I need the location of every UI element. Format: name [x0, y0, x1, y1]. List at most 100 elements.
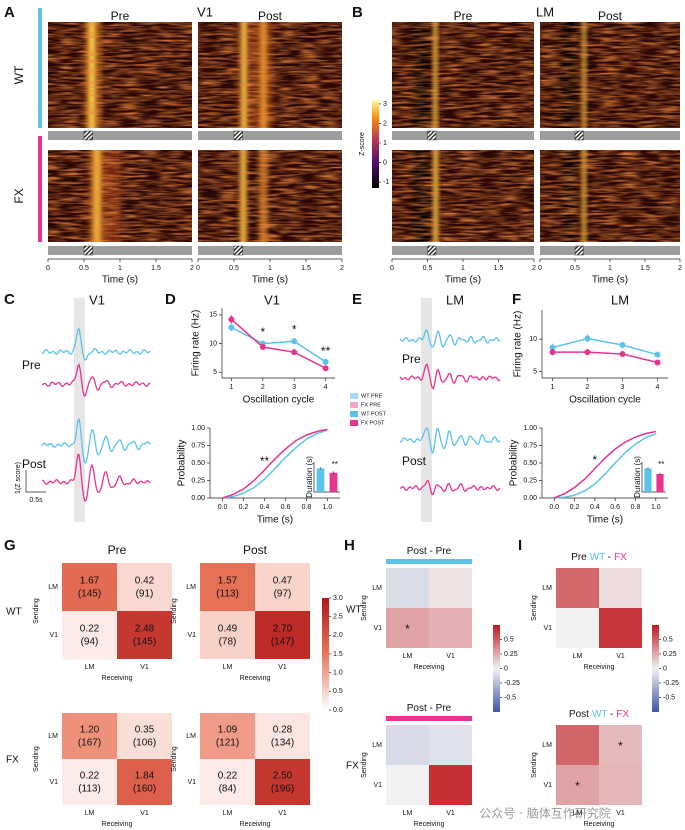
stimulus-bar [198, 246, 342, 255]
colorbar [372, 100, 379, 188]
panel-title: LM [611, 292, 629, 307]
column-title: Pre [454, 9, 473, 23]
x-tick-label: 1.5 [151, 265, 161, 272]
inset-label: Duration (s) [633, 456, 642, 498]
heatmap-cell [255, 713, 310, 759]
x-category: V1 [278, 664, 287, 671]
x-tick-label: 0.4 [590, 504, 600, 511]
cell-value: 0.47 [273, 576, 293, 587]
y-category: V1 [373, 625, 382, 632]
marker [228, 324, 235, 331]
matrix-title: Pre WT - FX [571, 552, 627, 563]
heatmap-cell [62, 611, 117, 659]
legend-swatch [350, 393, 358, 399]
title-part: FX [616, 709, 629, 720]
raster-noise [392, 22, 534, 128]
marker [259, 344, 266, 351]
x-tick-label: 0.5 [79, 265, 89, 272]
x-tick-label: 0.6 [281, 504, 291, 511]
y-axis-label: Sending [531, 752, 538, 778]
colorbar-tick-label: 0 [663, 665, 667, 672]
colorbar-tick-label: 3 [383, 101, 387, 108]
row-label: Pre [402, 352, 421, 366]
marker [654, 351, 661, 358]
scale-bar [25, 470, 46, 493]
panel-letter: B [352, 4, 363, 21]
marker [584, 349, 591, 356]
heatmap-cell [386, 725, 429, 765]
title-bar [386, 559, 472, 564]
x-axis-label: Oscillation cycle [243, 395, 315, 406]
heatmap-cell [117, 611, 172, 659]
colorbar-tick-label: -1 [383, 179, 389, 186]
heatmap-cell [599, 725, 642, 765]
y-category: LM [186, 733, 196, 740]
panel-title: V1 [197, 4, 213, 19]
x-category: V1 [278, 810, 287, 817]
heatmap-cell [200, 713, 255, 759]
y-category: LM [48, 584, 58, 591]
cell-count: (145) [133, 637, 156, 648]
cell-count: (78) [219, 637, 237, 648]
cell-count: (113) [216, 589, 239, 600]
colorbar [493, 625, 500, 712]
x-tick-label: 0.8 [302, 504, 312, 511]
row-label: FX [6, 755, 19, 766]
legend-swatch [350, 411, 358, 417]
column-title: Pre [108, 543, 127, 557]
colorbar-tick-label: 3.0 [333, 595, 343, 602]
legend-swatch [350, 420, 358, 426]
x-tick-label: 2 [586, 384, 590, 391]
panel-title: V1 [89, 292, 105, 307]
x-tick-label: 0.5 [570, 265, 580, 272]
x-tick-label: 1 [461, 265, 465, 272]
y-tick-label: 0.75 [523, 442, 537, 449]
colorbar-tick-label: 1 [383, 140, 387, 147]
stimulus-bar [392, 246, 534, 255]
x-category: V1 [140, 810, 149, 817]
colorbar-tick-label: 2.0 [333, 632, 343, 639]
trace [41, 327, 151, 361]
colorbar-tick-label: -0.25 [504, 680, 520, 687]
inset-label: Duration (s) [305, 456, 314, 498]
y-tick-label: 1.00 [191, 425, 205, 432]
x-tick-label: 1.5 [640, 265, 650, 272]
series-line [230, 318, 326, 369]
title-bar [386, 716, 472, 721]
colorbar-tick-label: -0.5 [504, 694, 516, 701]
x-tick-label: 0.8 [631, 504, 641, 511]
cell-count: (160) [133, 784, 156, 795]
inset-significance: ** [332, 460, 338, 469]
series-line [553, 430, 656, 499]
cell-count: (196) [271, 784, 294, 795]
trace [399, 329, 501, 349]
x-axis-label: Receiving [240, 675, 271, 682]
y-category: V1 [187, 632, 196, 639]
legend-label: FX POST [361, 420, 385, 426]
cell-count: (134) [271, 738, 294, 749]
heatmap-cell [556, 725, 599, 765]
panel-letter: G [4, 537, 16, 554]
y-axis-label: Sending [361, 752, 368, 778]
heatmap-cell [556, 608, 599, 648]
stimulus [83, 245, 93, 256]
heatmap-cell [429, 765, 472, 805]
x-category: LM [223, 664, 233, 671]
x-axis-label: Receiving [414, 664, 445, 671]
x-category: V1 [140, 664, 149, 671]
x-tick-label: 0.6 [610, 504, 620, 511]
heatmap-cell [599, 608, 642, 648]
x-tick-label: 2 [678, 265, 682, 272]
heatmap-cell [599, 765, 642, 805]
x-tick-label: 2 [532, 265, 536, 272]
x-tick-label: 1 [229, 384, 233, 391]
stimulus-window [74, 298, 85, 522]
heatmap-cell [386, 568, 429, 608]
heatmap-cell [599, 568, 642, 608]
stimulus-window [421, 298, 432, 522]
panel-title: LM [446, 292, 464, 307]
colorbar [652, 625, 659, 712]
trace [399, 427, 501, 454]
raster-noise [540, 22, 680, 128]
y-tick-label: 5 [533, 368, 537, 375]
